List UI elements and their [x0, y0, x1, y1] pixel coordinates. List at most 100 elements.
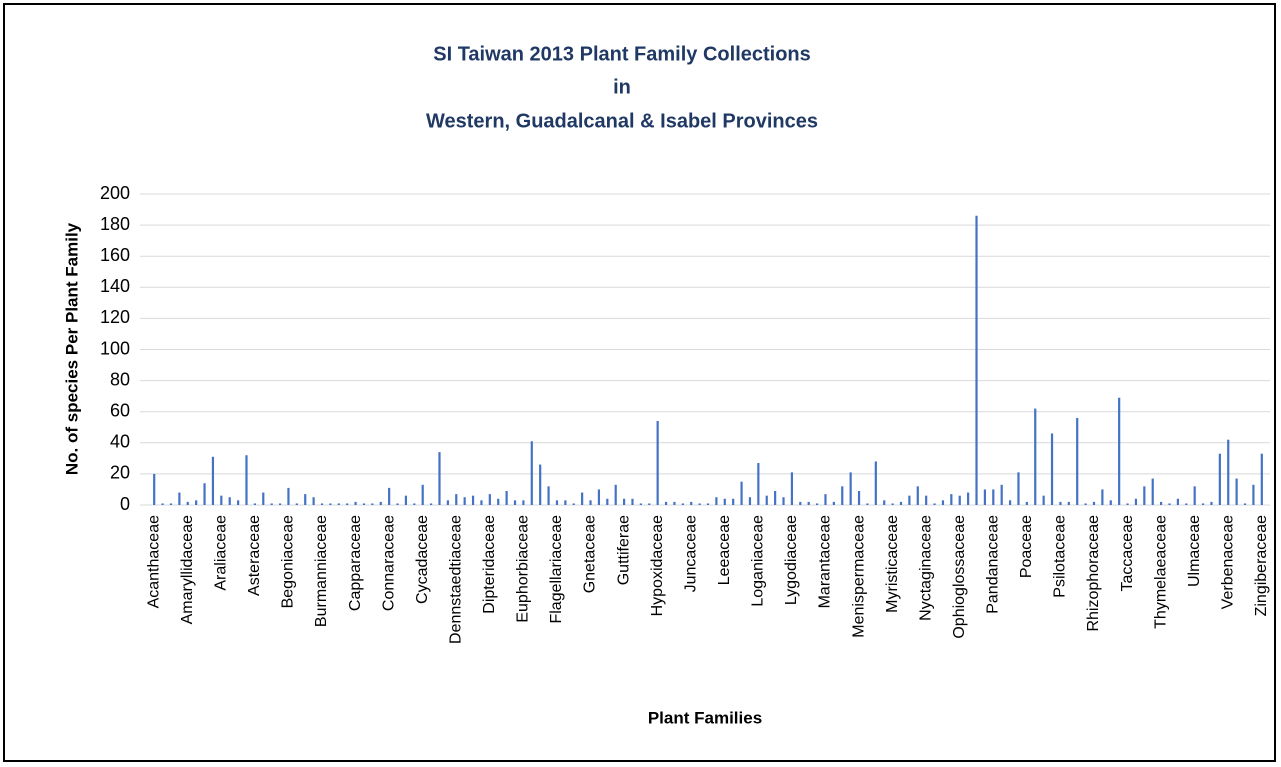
bar [362, 503, 366, 505]
bar [1151, 478, 1154, 505]
y-tick-label: 20 [110, 463, 130, 483]
x-tick-label: Burmanniaceae [313, 515, 330, 627]
bar [413, 503, 416, 505]
y-tick-label: 80 [110, 369, 130, 389]
bar [648, 503, 651, 505]
bar [203, 483, 206, 505]
y-tick-label: 0 [120, 494, 130, 514]
bar [471, 495, 475, 505]
x-tick-label: Menispermaceae [850, 515, 867, 638]
bar [153, 473, 156, 505]
bar [664, 501, 668, 505]
bar [555, 500, 559, 505]
bar [874, 461, 877, 505]
bar [320, 503, 324, 505]
bar [824, 494, 827, 505]
bar [237, 500, 240, 505]
bar [983, 489, 987, 505]
bar [1168, 503, 1171, 505]
bar [312, 497, 315, 505]
bar [883, 500, 886, 505]
bar [1243, 503, 1247, 505]
chart-title: SI Taiwan 2013 Plant Family Collections [433, 43, 811, 65]
bar [631, 498, 634, 505]
x-tick-label: Marantaceae [817, 515, 834, 608]
bar [1210, 501, 1213, 505]
bar [329, 503, 332, 505]
y-tick-label: 160 [100, 245, 130, 265]
bar [505, 491, 508, 505]
bar [421, 484, 424, 505]
x-tick-label: Dipteridaceae [481, 515, 498, 614]
y-tick-label: 120 [100, 307, 130, 327]
bar [765, 495, 768, 505]
y-tick-label: 100 [100, 338, 130, 358]
bar [463, 497, 466, 505]
bar [1218, 453, 1221, 505]
bar [245, 455, 248, 505]
x-tick-label: Dennstaedtiaceae [447, 515, 464, 644]
x-tick-label: Poaceae [1018, 515, 1035, 578]
bar [404, 495, 408, 505]
bar [774, 491, 777, 505]
bar [480, 500, 483, 505]
bar [211, 456, 215, 505]
x-tick-label: Amaryllidaceae [179, 515, 196, 624]
bar [1160, 501, 1163, 505]
bar [723, 498, 726, 505]
bar [908, 495, 911, 505]
bar [732, 498, 735, 505]
bar [807, 501, 810, 505]
bar [1025, 501, 1028, 505]
y-tick-label: 40 [110, 432, 130, 452]
bar [1076, 417, 1079, 505]
x-tick-label: Acanthaceae [145, 515, 162, 609]
bar [396, 503, 399, 505]
x-tick-label: Pandanaceae [985, 515, 1002, 614]
bar [161, 503, 164, 505]
bar [690, 501, 693, 505]
bar [958, 495, 961, 505]
bar [597, 489, 601, 505]
bar [455, 494, 458, 505]
bar [262, 492, 265, 505]
bar [975, 215, 978, 505]
bar [488, 494, 491, 505]
bar [815, 503, 819, 505]
bar [195, 500, 198, 505]
bar [1201, 503, 1205, 505]
bar [614, 484, 617, 505]
bar [446, 500, 449, 505]
x-tick-label: Guttiferae [615, 515, 632, 585]
bar [782, 497, 785, 505]
bar [589, 500, 592, 505]
bar [748, 497, 752, 505]
bar [790, 472, 794, 505]
chart-title: in [613, 76, 631, 98]
bar [941, 500, 945, 505]
bar [916, 486, 919, 505]
bar [925, 495, 928, 505]
x-tick-label: Nyctaginaceae [917, 515, 934, 621]
bar [178, 492, 181, 505]
bar [1017, 472, 1020, 505]
bar [169, 503, 173, 505]
bar [337, 503, 340, 505]
bar [1092, 501, 1096, 505]
x-tick-label: Asteraceae [246, 515, 263, 596]
x-tick-label: Ophioglossaceae [951, 515, 968, 639]
bar [1134, 498, 1138, 505]
bar [656, 421, 659, 505]
x-tick-label: Rhizophoraceae [1085, 515, 1102, 632]
bar [673, 501, 676, 505]
bar [354, 501, 357, 505]
bar [967, 492, 970, 505]
y-axis-title: No. of species Per Plant Family [62, 222, 81, 475]
bar [371, 503, 374, 505]
y-tick-label: 140 [100, 276, 130, 296]
x-tick-label: Araliaceae [213, 515, 230, 591]
bar [899, 501, 903, 505]
bar [530, 441, 533, 505]
bar [950, 494, 953, 505]
chart-border [3, 3, 1276, 762]
